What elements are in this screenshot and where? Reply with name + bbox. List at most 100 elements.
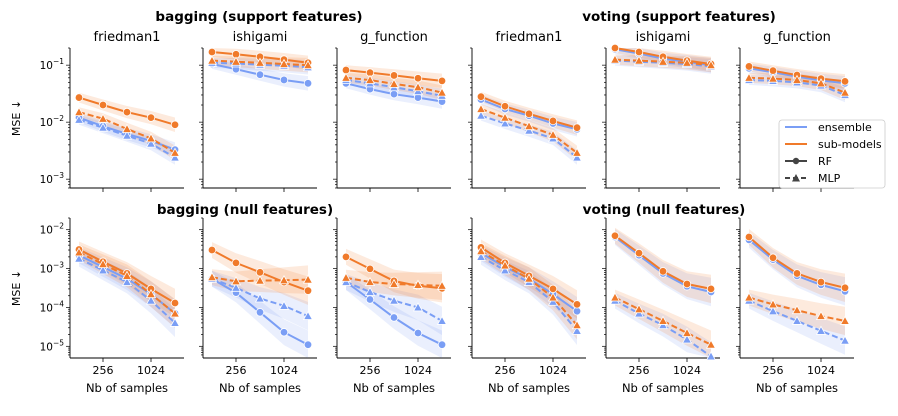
data-point-triangle: [523, 120, 535, 131]
data-point-triangle: [121, 276, 133, 286]
data-point-circle: [548, 284, 558, 294]
data-point-triangle: [230, 282, 242, 292]
data-point-circle: [524, 109, 534, 119]
data-point-triangle: [839, 315, 851, 325]
data-point-triangle: [499, 112, 511, 122]
y-tick-label: 10−3: [40, 171, 65, 186]
data-point-circle: [146, 113, 156, 122]
y-tick-label: 10−2: [40, 114, 65, 129]
ensemble-mlp-line: [211, 277, 309, 318]
data-point-triangle: [609, 292, 621, 302]
y-tick-base: 10: [40, 341, 53, 353]
data-point-circle: [572, 300, 582, 309]
data-point-circle: [572, 123, 582, 132]
data-point-circle: [255, 308, 265, 317]
data-point-triangle: [388, 278, 400, 288]
data-point-circle: [122, 107, 132, 117]
data-point-triangle: [705, 339, 717, 349]
y-tick-label: 10−4: [40, 299, 65, 314]
data-point-triangle: [633, 55, 645, 65]
data-point-circle: [634, 248, 644, 258]
panel-1-1: 256 1024 Nb of samples: [199, 217, 317, 395]
data-point-triangle: [767, 305, 779, 316]
data-point-triangle: [743, 292, 755, 302]
data-point-triangle: [169, 152, 181, 162]
ensemble-mlp-line: [614, 299, 712, 358]
data-point-triangle: [839, 87, 851, 97]
data-point-triangle: [523, 273, 535, 283]
y-tick-base: 10: [40, 174, 53, 186]
ensemble-mlp-line: [748, 299, 846, 342]
data-point-circle: [341, 252, 351, 262]
data-point-triangle: [254, 293, 266, 303]
x-axis-label: Nb of samples: [622, 381, 704, 395]
panel-1-3: 256 1024 Nb of samples: [468, 217, 586, 395]
data-point-triangle: [230, 56, 242, 66]
data-point-triangle: [475, 245, 487, 256]
data-point-circle: [658, 267, 668, 276]
x-tick-label: 256: [629, 364, 650, 377]
confidence-band: [749, 229, 845, 302]
data-point-triangle: [73, 247, 85, 257]
data-point-circle: [413, 328, 423, 338]
data-point-circle: [634, 47, 644, 57]
x-tick-label: 1024: [807, 364, 835, 377]
legend: ensemble sub-models RF MLP: [778, 119, 886, 189]
y-tick-label: 10−5: [40, 338, 65, 353]
data-point-triangle: [547, 292, 559, 302]
legend-label: MLP: [818, 172, 841, 185]
panel-0-2: [333, 47, 451, 192]
y-axis-label: MSE ↓: [10, 100, 23, 136]
y-tick-base: 10: [40, 302, 53, 314]
data-point-triangle: [767, 73, 779, 83]
confidence-band: [615, 227, 711, 304]
group-title-bagging-null: bagging (null features): [157, 202, 333, 218]
panel-title: g_function: [763, 30, 831, 45]
y-tick-label: 10−3: [40, 261, 65, 276]
x-tick-label: 256: [93, 364, 114, 377]
data-point-triangle: [815, 78, 827, 88]
data-point-circle: [279, 75, 289, 85]
legend-label: RF: [818, 155, 832, 168]
x-axis-label: Nb of samples: [756, 381, 838, 395]
sub-models-mlp-line: [78, 251, 176, 315]
data-point-triangle: [791, 74, 803, 84]
data-point-circle: [389, 71, 399, 80]
data-point-circle: [207, 245, 217, 255]
x-tick-label: 256: [226, 364, 247, 377]
data-point-triangle: [475, 251, 487, 261]
data-point-triangle: [121, 270, 133, 280]
data-point-triangle: [97, 258, 109, 269]
data-point-circle: [816, 277, 826, 287]
data-point-triangle: [388, 295, 400, 305]
data-point-triangle: [523, 125, 535, 135]
data-point-circle: [768, 253, 778, 262]
data-point-circle: [840, 77, 850, 86]
data-point-circle: [365, 295, 375, 304]
panel-1-4: 256 1024 Nb of samples: [602, 217, 720, 395]
data-point-circle: [98, 100, 108, 110]
data-point-triangle: [681, 327, 693, 337]
data-point-triangle: [791, 315, 803, 325]
group-title-bagging-support: bagging (support features): [155, 9, 362, 25]
data-point-triangle: [169, 308, 181, 318]
y-tick-base: 10: [40, 225, 53, 237]
data-point-circle: [682, 279, 692, 289]
panel-title: ishigami: [233, 30, 288, 45]
data-point-triangle: [278, 58, 290, 68]
x-axis-label: Nb of samples: [353, 381, 435, 395]
data-point-triangle: [364, 276, 376, 286]
data-point-triangle: [547, 129, 559, 139]
data-point-circle: [255, 70, 265, 79]
x-tick-label: 1024: [539, 364, 567, 377]
data-point-triangle: [278, 275, 290, 285]
data-point-triangle: [571, 325, 583, 335]
data-point-circle: [437, 340, 447, 349]
data-point-triangle: [791, 304, 803, 315]
data-point-triangle: [815, 310, 827, 320]
data-point-circle: [744, 232, 754, 242]
data-point-circle: [255, 268, 265, 277]
data-point-circle: [413, 74, 423, 83]
